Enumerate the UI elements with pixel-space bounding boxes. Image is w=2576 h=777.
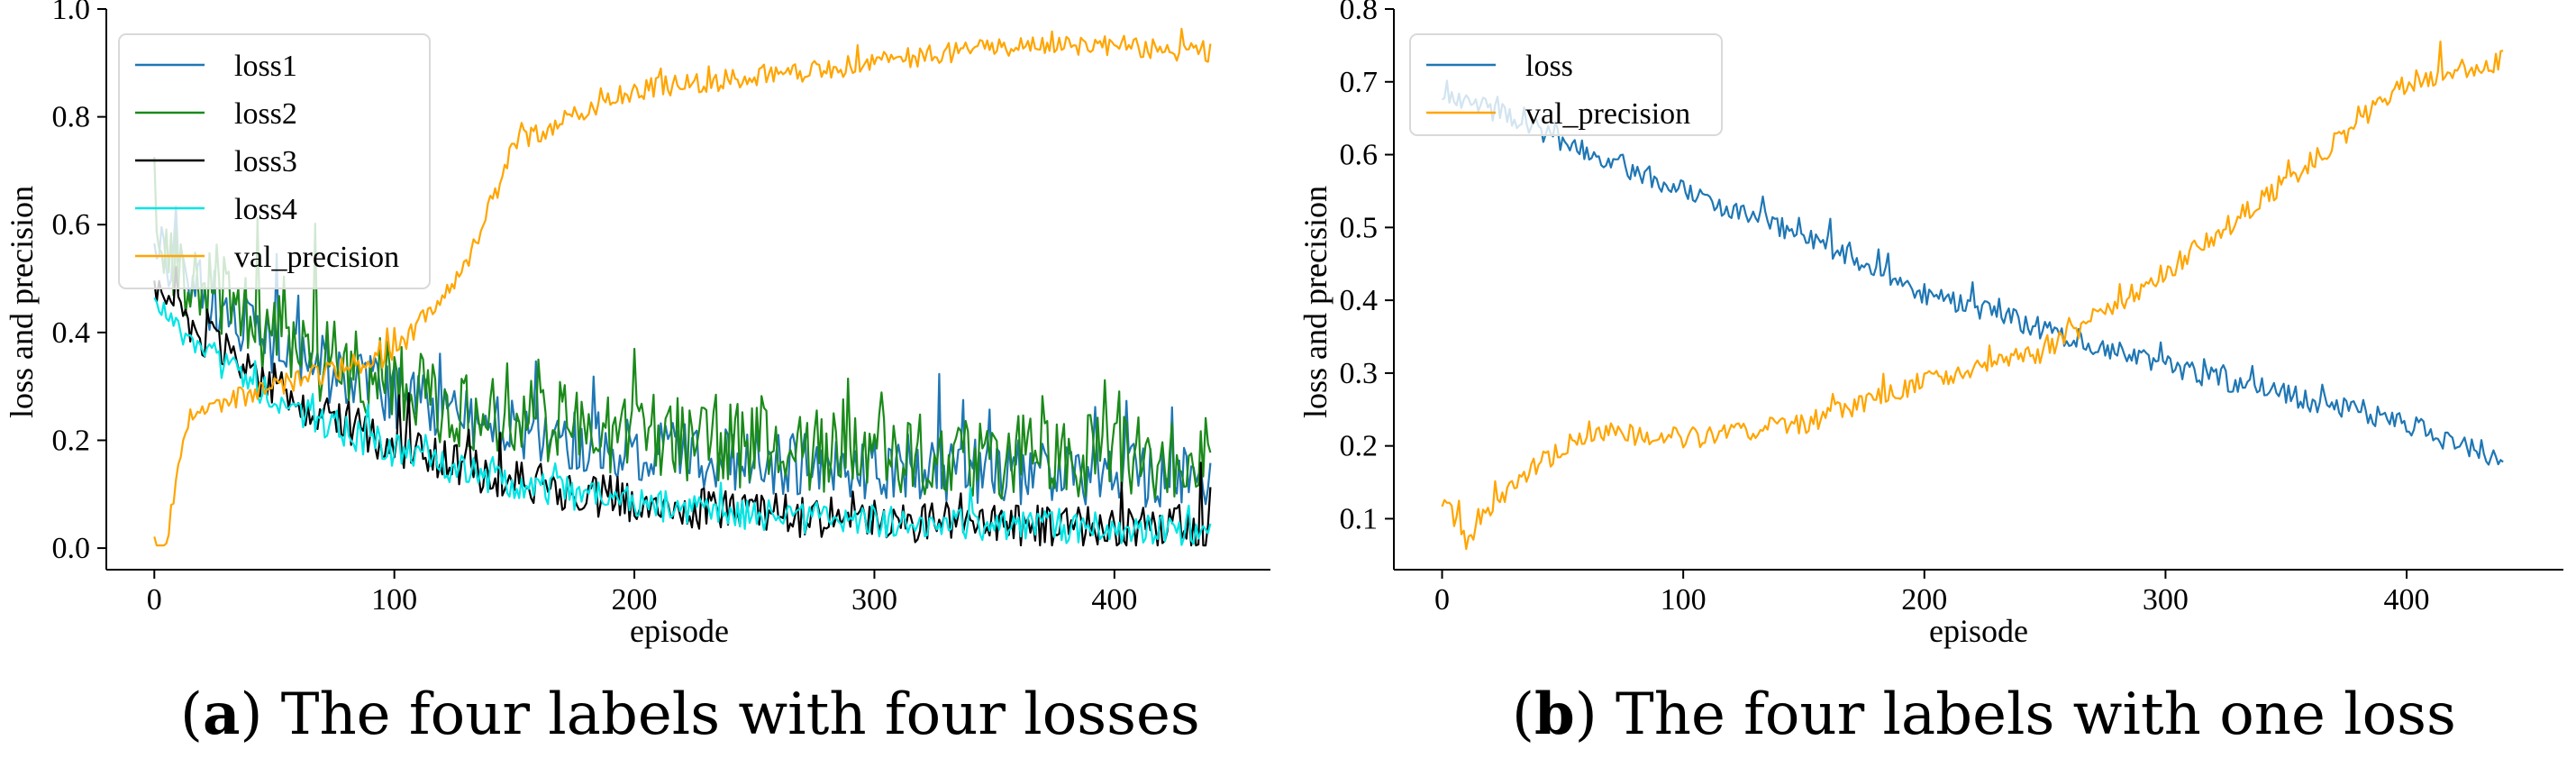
legend-label: val_precision: [234, 241, 399, 274]
y-axis-label: loss and precision: [4, 186, 40, 418]
legend-label: loss4: [234, 193, 297, 226]
x-tick-label: 100: [1661, 583, 1707, 617]
legend-label: loss: [1525, 50, 1573, 83]
x-tick-label: 100: [371, 583, 417, 617]
x-tick-label: 200: [1901, 583, 1947, 617]
legend-label: loss2: [234, 97, 297, 131]
y-tick-label: 0.2: [1340, 430, 1379, 463]
y-tick-label: 0.2: [52, 424, 91, 457]
legend-label: val_precision: [1525, 97, 1690, 131]
y-tick-label: 0.4: [1340, 284, 1379, 317]
caption-b: (b) The four labels with one loss: [1512, 681, 2456, 748]
y-tick-label: 0.4: [52, 316, 91, 350]
x-tick-label: 300: [2143, 583, 2189, 617]
y-tick-label: 0.5: [1340, 211, 1379, 244]
y-tick-label: 0.6: [52, 208, 91, 242]
caption-b-letter: b: [1534, 681, 1575, 748]
x-tick-label: 200: [612, 583, 658, 617]
series-line-loss4: [153, 297, 1212, 546]
legend-label: loss3: [234, 145, 297, 178]
series-line-loss2: [153, 157, 1212, 500]
chart-a-svg: 0 100 200 300 400 0.0 0.2 0.4 0.6 0.8 1.0 episode lo…: [4, 0, 1270, 649]
x-tick-label: 400: [1091, 583, 1137, 617]
legend-label: loss1: [234, 50, 297, 83]
x-axis-label: episode: [1929, 613, 2028, 649]
y-tick-label: 0.7: [1340, 66, 1379, 99]
series-line-loss1: [153, 206, 1212, 508]
chart-panel-a: 0 100 200 300 400 0.0 0.2 0.4 0.6 0.8 1.0 episode lo…: [4, 0, 1270, 748]
y-tick-label: 0.8: [52, 101, 91, 134]
x-tick-label: 300: [851, 583, 897, 617]
series-line-val-precision: [1441, 41, 2504, 551]
y-tick-label: 0.1: [1340, 502, 1379, 535]
legend-box: [1409, 33, 1723, 136]
caption-a-text: The four labels with four losses: [280, 681, 1200, 748]
caption-a: (a) The four labels with four losses: [180, 681, 1200, 748]
chart-b-svg: 0 100 200 300 400 0.1 0.2 0.3 0.4 0.5 0.6 0.7 0.8 epi…: [1297, 0, 2563, 649]
chart-panel-b: 0 100 200 300 400 0.1 0.2 0.3 0.4 0.5 0.6 0.7 0.8 epi…: [1288, 0, 2576, 777]
y-tick-label: 0.0: [52, 532, 91, 565]
caption-b-text: The four labels with one loss: [1616, 681, 2456, 748]
y-axis-label: loss and precision: [1297, 186, 1334, 418]
caption-a-letter: a: [202, 681, 241, 748]
y-tick-label: 1.0: [52, 0, 91, 26]
x-axis-label: episode: [630, 613, 729, 649]
legend-box: [118, 33, 431, 289]
x-tick-label: 0: [1434, 583, 1450, 617]
x-tick-label: 0: [147, 583, 162, 617]
y-tick-label: 0.3: [1340, 357, 1379, 390]
y-tick-label: 0.6: [1340, 139, 1379, 172]
x-tick-label: 400: [2384, 583, 2430, 617]
y-tick-label: 0.8: [1340, 0, 1379, 26]
series-line-loss: [1441, 79, 2504, 466]
series-line-val-precision: [153, 27, 1212, 547]
